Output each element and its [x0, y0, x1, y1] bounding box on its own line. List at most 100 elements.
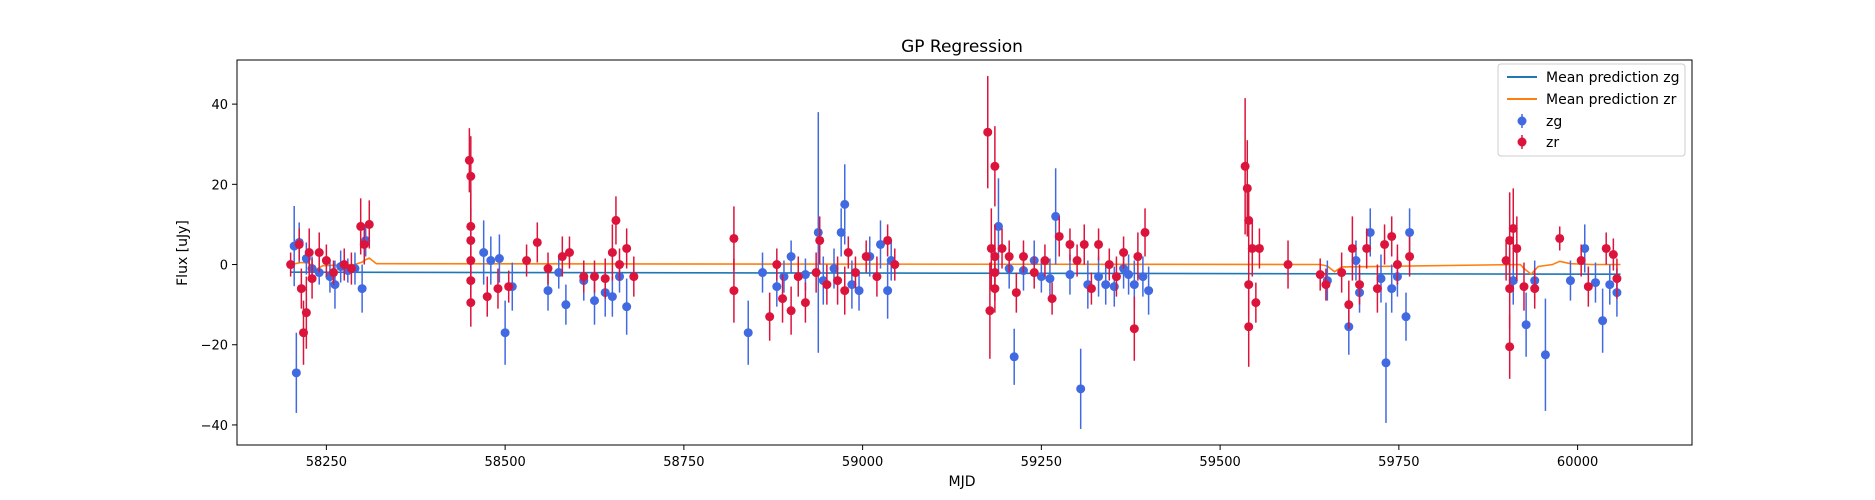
x-tick-label: 59750 — [1378, 455, 1419, 470]
x-axis-label: MJD — [949, 474, 976, 490]
data-point-zr — [1133, 252, 1143, 262]
data-point-zg — [1076, 384, 1086, 394]
data-point-zg — [622, 302, 632, 312]
data-point-zr — [833, 276, 843, 286]
data-point-zg — [330, 280, 340, 290]
data-point-zr — [800, 298, 810, 308]
data-point-zr — [1501, 256, 1511, 266]
y-tick-label: −40 — [201, 419, 228, 434]
data-point-zg — [1144, 286, 1154, 296]
data-point-zr — [1065, 239, 1075, 249]
data-point-zr — [294, 239, 304, 249]
data-point-zr — [1244, 322, 1254, 332]
data-point-zr — [1315, 270, 1325, 280]
data-point-zr — [1583, 282, 1593, 292]
data-point-zg — [758, 268, 768, 278]
data-point-zr — [1094, 239, 1104, 249]
x-tick-label: 59250 — [1021, 455, 1062, 470]
data-point-zr — [464, 155, 474, 165]
data-point-zr — [1405, 252, 1415, 262]
data-point-zr — [1283, 260, 1293, 270]
plot-frame — [236, 59, 1693, 446]
data-point-zg — [607, 292, 617, 302]
data-point-zg — [1580, 243, 1590, 253]
data-point-zr — [622, 243, 632, 253]
data-point-zr — [1119, 248, 1129, 257]
data-point-zg — [554, 268, 564, 278]
data-point-zr — [1029, 268, 1039, 278]
data-point-zg — [854, 286, 864, 296]
data-point-zg — [1521, 320, 1531, 330]
data-point-zg — [883, 286, 893, 296]
data-point-zg — [875, 239, 885, 249]
data-point-zr — [1344, 300, 1354, 310]
data-point-zr — [840, 286, 850, 296]
data-point-zg — [800, 270, 810, 280]
legend: Mean prediction zg Mean prediction zr zg… — [1497, 63, 1686, 157]
data-point-zr — [983, 127, 993, 137]
data-point-zg — [1387, 284, 1397, 294]
y-tick-label: 40 — [211, 98, 228, 113]
data-point-zr — [1612, 274, 1622, 284]
data-point-zg — [813, 227, 823, 237]
data-point-zr — [579, 272, 589, 282]
data-point-zr — [1104, 260, 1114, 270]
data-point-zr — [1086, 284, 1096, 294]
data-point-zr — [1011, 288, 1021, 298]
data-point-zr — [1347, 243, 1357, 253]
legend-marker-zg — [1517, 116, 1527, 126]
data-point-zr — [1129, 324, 1139, 334]
data-point-zr — [1251, 298, 1261, 308]
data-point-zg — [1405, 227, 1415, 237]
y-axis: −40 −20 0 20 40 — [201, 98, 237, 434]
data-point-zg — [479, 248, 489, 257]
legend-box — [1497, 63, 1686, 157]
data-point-zr — [1555, 233, 1565, 243]
data-point-zr — [772, 260, 782, 270]
y-tick-label: 20 — [211, 178, 228, 193]
data-point-zr — [532, 237, 542, 247]
data-point-zr — [1244, 215, 1254, 225]
data-point-zr — [861, 252, 871, 262]
data-point-zg — [1045, 274, 1055, 284]
data-point-zg — [291, 368, 301, 378]
data-point-zg — [1401, 312, 1411, 322]
series-zr — [286, 76, 1622, 379]
data-point-zr — [611, 215, 621, 225]
data-point-zr — [822, 280, 832, 290]
plot-area — [286, 76, 1622, 429]
data-point-zr — [1047, 294, 1057, 304]
data-point-zr — [329, 268, 339, 278]
data-point-zr — [1508, 223, 1518, 233]
data-point-zg — [772, 282, 782, 292]
data-point-zr — [786, 306, 796, 316]
data-point-zr — [1601, 243, 1611, 253]
data-point-zr — [990, 161, 1000, 171]
data-point-zr — [990, 284, 1000, 294]
data-point-zr — [1111, 272, 1121, 282]
data-point-zr — [314, 248, 324, 257]
data-point-zr — [307, 274, 317, 284]
data-point-zg — [500, 328, 510, 338]
data-point-zr — [986, 243, 996, 253]
data-point-zr — [543, 264, 553, 274]
x-axis: 58250 58500 58750 59000 59250 59500 59750 60000 — [306, 445, 1598, 470]
legend-label-zr-mean: Mean prediction zr — [1546, 92, 1677, 108]
data-point-zr — [522, 256, 532, 266]
legend-label-zg: zg — [1546, 114, 1562, 130]
data-point-zg — [1590, 278, 1600, 288]
data-point-zr — [890, 260, 900, 270]
data-point-zr — [1505, 342, 1515, 352]
data-point-zg — [561, 300, 571, 310]
data-point-zg — [543, 286, 553, 296]
data-point-zr — [607, 248, 617, 257]
legend-label-zg-mean: Mean prediction zg — [1546, 70, 1680, 86]
data-point-zr — [1244, 280, 1254, 290]
data-point-zr — [589, 272, 599, 282]
data-point-zr — [1530, 284, 1540, 294]
x-tick-label: 58250 — [306, 455, 347, 470]
data-point-zg — [494, 254, 504, 264]
data-point-zr — [1608, 250, 1618, 260]
data-point-zr — [301, 308, 311, 318]
data-point-zr — [1337, 268, 1347, 278]
